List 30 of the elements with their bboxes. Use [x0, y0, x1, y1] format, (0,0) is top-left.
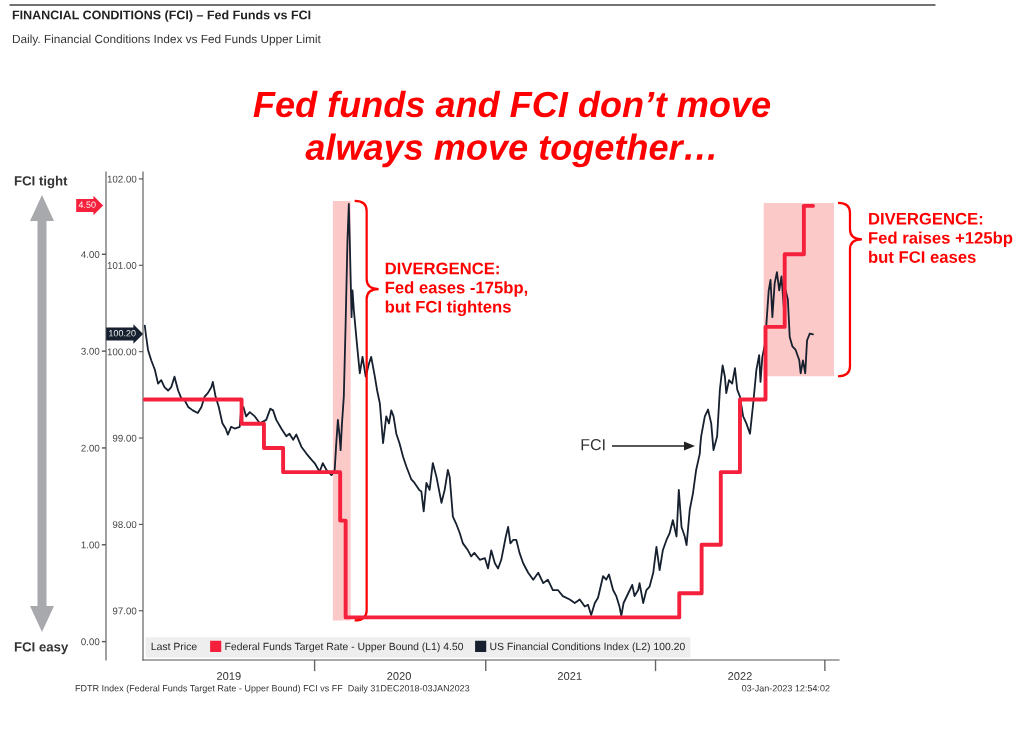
legend-title: Last Price	[151, 642, 197, 651]
y2-tick-label: 102.00	[107, 175, 137, 183]
annotation: FCI	[581, 438, 605, 451]
chart-subtitle: Daily. Financial Conditions Index vs Fed Funds Upper Limit	[12, 34, 321, 46]
y2-tick-label: 97.00	[112, 607, 137, 615]
text: FDTR Index (Federal Funds Target Rate - Upper Bound) FCI vs FF Daily 31DEC2018-03JAN2023	[75, 684, 470, 694]
x-tick-label: 2022	[728, 672, 752, 680]
y-tick-label: 0.00	[81, 638, 100, 646]
y2-tick-label: 98.00	[112, 521, 137, 529]
text: Fed funds and FCI don’t move always move together…	[253, 90, 771, 168]
y-tick-label: 2.00	[81, 444, 100, 452]
legend-label: Federal Funds Target Rate - Upper Bound (L1) 4.50	[225, 642, 464, 653]
y2-tick-label: 99.00	[112, 434, 137, 442]
y2-tick-label: 101.00	[107, 262, 137, 269]
text: 4.50	[78, 201, 96, 208]
legend-label: US Financial Conditions Index (L2) 100.20	[490, 642, 685, 653]
band-label: DIVERGENCE: Fed eases -175bp, but FCI tightens	[385, 262, 528, 316]
y-tick-label: 1.00	[81, 541, 100, 549]
text: FCI easy	[14, 642, 69, 655]
text: 03-Jan-2023 12:54:02	[742, 685, 830, 692]
chart-title: FINANCIAL CONDITIONS (FCI) – Fed Funds vs FCI	[12, 10, 311, 22]
text: FCI tight	[14, 175, 68, 189]
band-label: DIVERGENCE: Fed raises +125bp but FCI eases	[869, 212, 1013, 263]
y-tick-label: 3.00	[81, 347, 100, 355]
y2-tick-label: 100.00	[107, 348, 137, 356]
y-tick-label: 4.00	[81, 251, 100, 258]
x-tick-label: 2021	[557, 672, 582, 680]
x-tick-label: 2019	[217, 672, 241, 680]
x-tick-label: 2020	[387, 672, 411, 680]
text: 100.20	[109, 330, 136, 337]
